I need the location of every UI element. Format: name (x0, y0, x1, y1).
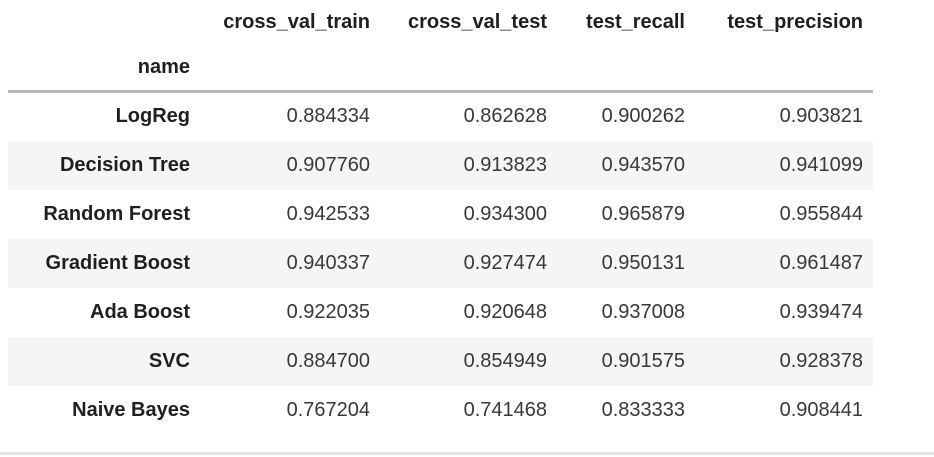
metric-cell: 0.833333 (601, 398, 685, 421)
metric-cell: 0.950131 (601, 251, 685, 274)
results-table: cross_val_train cross_val_test test_reca… (8, 0, 873, 435)
table-header: cross_val_train cross_val_test test_reca… (8, 0, 873, 92)
metric-cell: 0.913823 (463, 153, 547, 176)
empty-header-cell (557, 44, 695, 92)
metric-cell: 0.884334 (286, 105, 370, 128)
metric-cell: 0.908441 (779, 398, 863, 421)
row-label: SVC (148, 349, 190, 372)
column-header-test-precision: test_precision (727, 10, 863, 33)
metric-cell: 0.767204 (286, 398, 370, 421)
metric-cell: 0.965879 (601, 202, 685, 225)
metric-cell: 0.928378 (779, 349, 863, 372)
index-name-row: name (8, 44, 873, 92)
metric-cell: 0.854949 (463, 349, 547, 372)
metric-cell: 0.934300 (463, 202, 547, 225)
metric-cell: 0.920648 (463, 300, 547, 323)
table-row: LogReg 0.884334 0.862628 0.900262 0.9038… (8, 92, 873, 141)
metric-cell: 0.927474 (463, 251, 547, 274)
column-header-row: cross_val_train cross_val_test test_reca… (8, 0, 873, 44)
table-row: Random Forest 0.942533 0.934300 0.965879… (8, 190, 873, 239)
metric-cell: 0.943570 (601, 153, 685, 176)
table-row: Naive Bayes 0.767204 0.741468 0.833333 0… (8, 386, 873, 435)
row-label: Gradient Boost (45, 251, 190, 274)
row-label: Random Forest (43, 202, 190, 225)
metric-cell: 0.939474 (779, 300, 863, 323)
metric-cell: 0.955844 (779, 202, 863, 225)
metric-cell: 0.903821 (779, 105, 863, 128)
empty-header-cell (695, 44, 873, 92)
metric-cell: 0.942533 (286, 202, 370, 225)
metric-cell: 0.941099 (779, 153, 863, 176)
index-name-label: name (137, 55, 190, 78)
metric-cell: 0.900262 (601, 105, 685, 128)
metric-cell: 0.961487 (779, 251, 863, 274)
metric-cell: 0.907760 (286, 153, 370, 176)
row-label: Decision Tree (59, 153, 190, 176)
table-row: Gradient Boost 0.940337 0.927474 0.95013… (8, 238, 873, 288)
row-label: Ada Boost (90, 300, 190, 323)
empty-header-cell (380, 44, 557, 92)
metric-cell: 0.940337 (286, 251, 370, 274)
metric-cell: 0.922035 (286, 300, 370, 323)
column-header-cross-val-test: cross_val_test (408, 10, 547, 33)
column-header-cross-val-train: cross_val_train (223, 10, 370, 33)
index-corner-cell (8, 0, 200, 44)
table-row: Decision Tree 0.907760 0.913823 0.943570… (8, 140, 873, 190)
empty-header-cell (200, 44, 380, 92)
metric-cell: 0.901575 (601, 349, 685, 372)
metric-cell: 0.884700 (286, 349, 370, 372)
metric-cell: 0.937008 (601, 300, 685, 323)
metric-cell: 0.862628 (463, 105, 547, 128)
metric-cell: 0.741468 (463, 398, 547, 421)
column-header-test-recall: test_recall (586, 10, 685, 33)
row-label: Naive Bayes (72, 398, 190, 421)
cell-divider-rule (0, 452, 934, 455)
table-body: LogReg 0.884334 0.862628 0.900262 0.9038… (8, 92, 873, 435)
table-row: SVC 0.884700 0.854949 0.901575 0.928378 (8, 336, 873, 386)
table-row: Ada Boost 0.922035 0.920648 0.937008 0.9… (8, 288, 873, 337)
row-label: LogReg (115, 105, 190, 128)
